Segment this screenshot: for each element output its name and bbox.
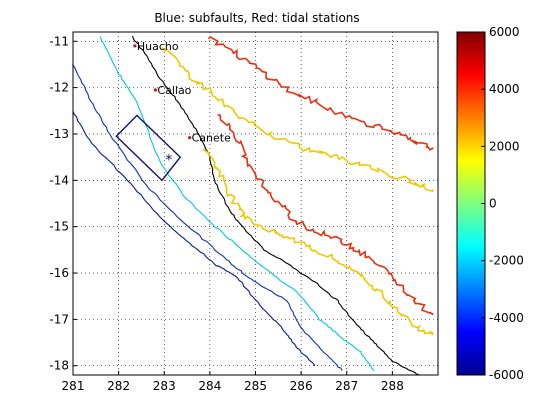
y-tick-label: -12	[49, 81, 69, 95]
x-tick-label: 285	[244, 379, 267, 393]
y-tick-label: -15	[49, 220, 69, 234]
colorbar-tick-label: 0	[489, 197, 497, 211]
contour-lines	[72, 35, 435, 376]
y-tick-label: -13	[49, 127, 69, 141]
contour-line	[207, 35, 434, 151]
colorbar-tick-label: 4000	[489, 82, 520, 96]
station-label: Callao	[157, 84, 191, 97]
x-tick-label: 282	[107, 379, 130, 393]
contour-line	[72, 111, 316, 366]
contour-line	[72, 63, 343, 371]
colorbar-tick-label: -2000	[489, 254, 524, 268]
x-tick-label: 288	[381, 379, 404, 393]
y-tick-label: -18	[49, 359, 69, 373]
y-tick-label: -11	[49, 34, 69, 48]
y-tick-label: -14	[49, 173, 69, 187]
x-tick-label: 287	[335, 379, 358, 393]
station-label: Huacho	[137, 40, 179, 53]
station-marker	[153, 88, 158, 92]
colorbar-gradient	[456, 31, 486, 376]
colorbar-tick-label: 6000	[489, 25, 520, 39]
subfault-rectangle: *	[115, 114, 182, 182]
axes-frame	[72, 31, 439, 376]
contour-line	[132, 35, 420, 376]
station-label: Canete	[192, 132, 231, 145]
axis-ticks: 281 282 283 284 285 286 287 288 -11 -12 -13 -14 -15 -…	[49, 34, 403, 393]
contour-line	[161, 47, 435, 193]
tidal-stations: Huacho Callao Canete	[133, 40, 231, 145]
contour-line	[202, 148, 434, 336]
x-tick-label: 283	[153, 379, 176, 393]
grid-lines	[72, 32, 438, 375]
contour-line	[217, 113, 434, 316]
colorbar-tick-label: 2000	[489, 139, 520, 153]
x-tick-label: 286	[290, 379, 313, 393]
colorbar-tick-label: -6000	[489, 368, 524, 382]
y-tick-label: -16	[49, 266, 69, 280]
epicenter-star: *	[165, 152, 172, 168]
colorbar: 6000 4000 2000 0 -2000 -4000 -6000	[456, 25, 524, 382]
contour-line	[99, 36, 375, 371]
colorbar-tick-label: -4000	[489, 311, 524, 325]
y-tick-label: -17	[49, 312, 69, 326]
x-tick-label: 281	[62, 379, 85, 393]
subfault-polygon	[115, 114, 182, 182]
station-marker	[188, 136, 192, 140]
x-tick-label: 284	[198, 379, 221, 393]
chart-title: Blue: subfaults, Red: tidal stations	[154, 11, 359, 25]
station-marker	[133, 44, 137, 48]
